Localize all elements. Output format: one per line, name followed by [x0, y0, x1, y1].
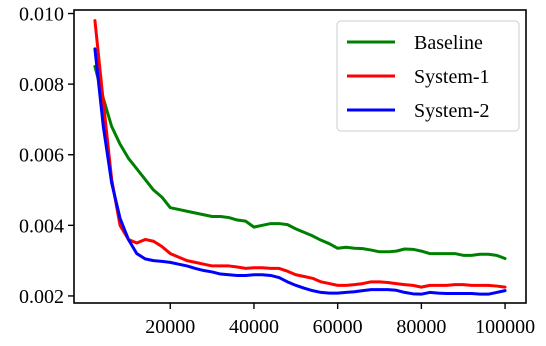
legend-label-baseline: Baseline — [414, 32, 483, 54]
series-layer — [93, 19, 507, 296]
y-tick-label: 0.004 — [19, 215, 64, 237]
x-tick-label: 60000 — [313, 316, 363, 338]
y-tick-label: 0.002 — [19, 286, 64, 308]
y-tick-label: 0.008 — [19, 74, 64, 96]
legend-box — [336, 20, 520, 132]
y-tick-label: 0.006 — [19, 145, 64, 167]
legend-label-system-1: System-1 — [414, 66, 490, 88]
plot-frame — [73, 9, 527, 304]
x-tick-label: 80000 — [396, 316, 446, 338]
x-axis: 20000 40000 60000 80000 100000 — [145, 303, 535, 338]
x-tick-label: 20000 — [145, 316, 195, 338]
series-line-baseline — [93, 64, 507, 261]
y-tick-label: 0.010 — [19, 4, 64, 26]
legend: Baseline System-1 System-2 — [336, 20, 520, 132]
x-tick-label: 100000 — [475, 316, 535, 338]
series-line-system-2 — [93, 47, 507, 296]
y-axis: 0.002 0.004 0.006 0.008 0.010 — [19, 4, 74, 308]
legend-label-system-2: System-2 — [414, 100, 490, 122]
x-tick-label: 40000 — [229, 316, 279, 338]
series-line-system-1 — [93, 19, 507, 289]
